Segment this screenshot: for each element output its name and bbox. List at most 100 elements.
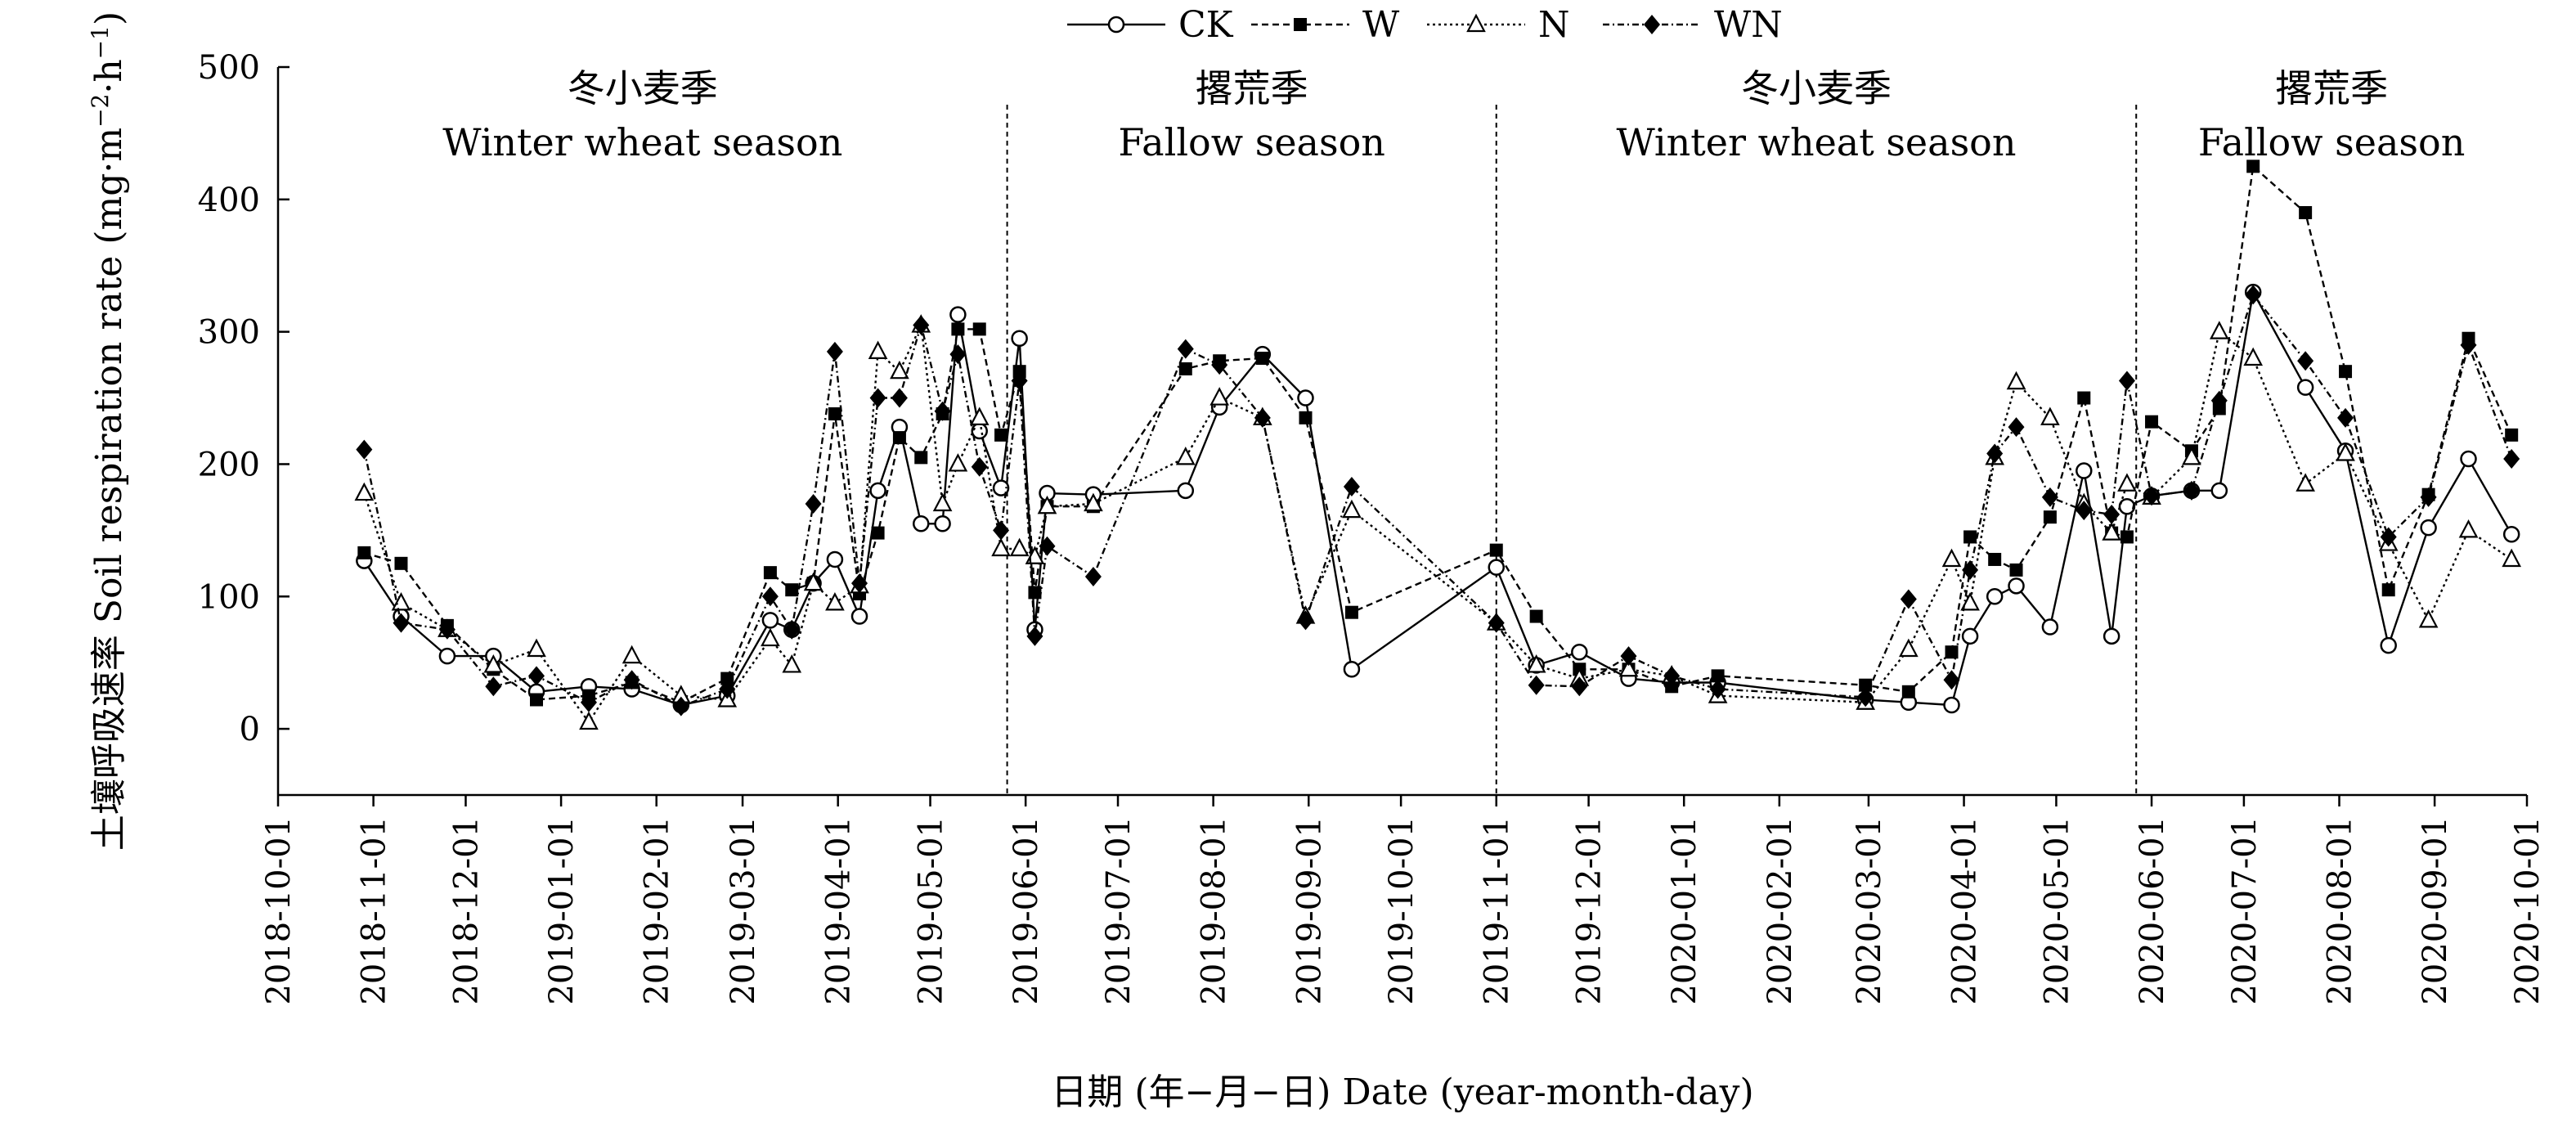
data-point [1011, 371, 1028, 391]
legend-label: WN [1714, 4, 1783, 46]
data-point [1011, 330, 1028, 347]
data-point [530, 693, 544, 707]
y-ticks: 0 100 200 300 400 500 [198, 49, 289, 748]
y-axis-title-en: Soil respiration rate (mg·m [88, 128, 130, 623]
data-point [1618, 658, 1639, 677]
data-point [828, 407, 841, 420]
x-tick-label: 2020-01-01 [1666, 816, 1703, 1005]
data-point [871, 526, 885, 540]
season-label-en: Winter wheat season [442, 120, 842, 164]
data-point [2118, 497, 2136, 515]
data-point [485, 676, 502, 697]
data-point [825, 592, 845, 611]
data-point [2418, 609, 2439, 628]
season-label-cn: 冬小麦季 [568, 66, 718, 110]
data-point [579, 711, 599, 730]
data-point [1488, 613, 1505, 633]
data-point [1107, 16, 1125, 34]
x-tick-label: 2020-04-01 [1946, 816, 1984, 1005]
data-point [994, 428, 1008, 442]
data-point [1297, 389, 1314, 407]
data-point [2143, 486, 2161, 506]
legend: CK W N WN [1067, 4, 1783, 46]
data-point [1663, 666, 1681, 686]
data-point [1178, 362, 1192, 375]
season-label-en: Fallow season [1118, 120, 1385, 164]
data-point [2210, 390, 2228, 411]
data-point [580, 692, 597, 712]
data-point [951, 322, 965, 336]
x-tick-label: 2019-11-01 [1479, 816, 1516, 1005]
data-point [2182, 447, 2201, 465]
data-point [1962, 559, 1979, 580]
data-point [1175, 447, 1196, 465]
data-point [2245, 285, 2262, 305]
data-point [761, 627, 780, 647]
data-point [2460, 450, 2477, 468]
series-line [363, 294, 2513, 707]
data-point [783, 619, 801, 640]
y-axis-title-cn: 土壤呼吸速率 [88, 635, 130, 851]
series-ck [356, 283, 2520, 714]
data-point [1963, 530, 1977, 544]
data-point [949, 344, 967, 365]
x-tick-label: 2019-01-01 [543, 816, 581, 1005]
data-point [2008, 417, 2025, 438]
data-point [934, 401, 951, 421]
data-point [1009, 537, 1030, 557]
season-labels: 冬小麦季 Winter wheat season 撂荒季 Fallow season 冬… [442, 66, 2465, 164]
data-point [785, 583, 799, 597]
data-point [1899, 638, 1919, 658]
data-point [622, 645, 642, 664]
data-point [1039, 536, 1056, 556]
data-point [1489, 543, 1503, 557]
y-axis-title-end: ) [88, 11, 130, 25]
season-label-en: Fallow season [2198, 120, 2466, 164]
data-point [1344, 605, 1358, 619]
y-axis-title-sup1: −2 [87, 94, 114, 128]
data-point [949, 306, 967, 323]
x-tick-label: 2020-07-01 [2226, 816, 2264, 1005]
data-point [2209, 321, 2229, 339]
data-point [993, 520, 1010, 541]
data-point [2120, 530, 2134, 544]
data-point [1986, 443, 2004, 464]
season-label-cn: 撂荒季 [2275, 66, 2388, 110]
series-layer [354, 159, 2522, 730]
data-point [2246, 159, 2260, 173]
x-tick-label: 2020-08-01 [2322, 816, 2359, 1005]
data-point [971, 456, 988, 477]
data-point [1943, 696, 1960, 714]
data-point [438, 647, 456, 665]
data-point [2076, 462, 2093, 479]
data-point [2505, 428, 2519, 442]
data-point [2503, 448, 2520, 469]
y-tick-label: 400 [198, 182, 260, 219]
data-point [763, 566, 777, 580]
data-point [1571, 676, 1588, 697]
data-point [1711, 669, 1725, 683]
y-axis-title-sup2: −1 [87, 25, 114, 59]
data-point [1084, 492, 1103, 512]
data-point [948, 453, 968, 472]
season-label-cn: 撂荒季 [1196, 66, 1308, 110]
data-point [1255, 352, 1269, 365]
data-point [761, 612, 779, 629]
y-axis-title-mid: ·h [88, 59, 130, 93]
x-tick-label: 2018-12-01 [447, 816, 485, 1005]
y-tick-label: 0 [240, 711, 260, 748]
data-point [805, 494, 822, 514]
data-point [623, 670, 640, 690]
season-label-en: Winter wheat season [1616, 120, 2016, 164]
data-point [2380, 527, 2397, 547]
y-axis-title: 土壤呼吸速率 Soil respiration rate (mg·m−2·h−1… [87, 11, 131, 851]
data-point [992, 479, 1010, 496]
data-point [913, 315, 930, 335]
data-point [1620, 646, 1637, 667]
x-ticks: 2018-10-01 2018-11-01 2018-12-01 2019-01-01… [260, 795, 2547, 1005]
data-point [719, 679, 736, 699]
data-point [2183, 480, 2200, 501]
data-point [2210, 482, 2228, 500]
x-axis-title: 日期 (年−月−日) Date (year-month-day) [1051, 1071, 1753, 1113]
legend-label: CK [1178, 4, 1234, 46]
